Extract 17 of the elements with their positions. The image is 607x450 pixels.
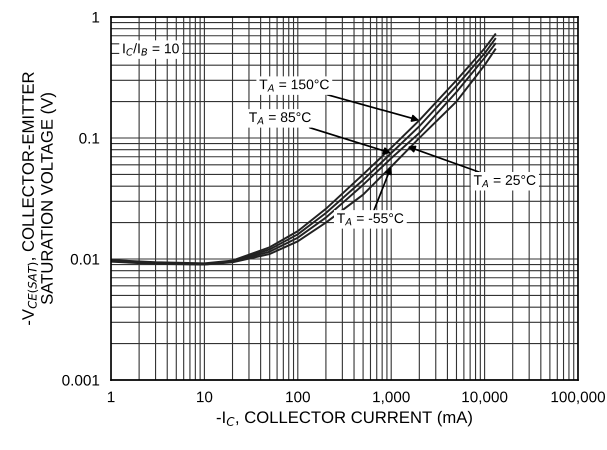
y-tick-label: 1 — [92, 12, 100, 23]
y-tick-label: 0.01 — [70, 254, 100, 265]
annotation: T$_{A}$ = 150°C — [259, 79, 329, 92]
x-tick-label: 1,000 — [373, 392, 410, 404]
x-tick-label: 10,000 — [462, 392, 508, 404]
y-tick-label: 0.1 — [79, 132, 100, 144]
x-axis-title: -I$_{C}$, COLLECTOR CURRENT (mA) — [216, 410, 472, 426]
annotation: T$_{A}$ = 85°C — [249, 112, 311, 124]
x-tick-label: 100 — [286, 392, 310, 402]
x-tick-label: 1 — [108, 392, 115, 402]
y-tick-label: 0.001 — [62, 374, 100, 386]
x-tick-label: 10 — [197, 392, 212, 402]
y-axis-title: -V$_{CE(SAT)}$, COLLECTOR-EMITTER SATURATION VOLTAGE (V) — [22, 72, 56, 325]
annotation: I$_{C}$/I$_{B}$ = 10 — [123, 43, 179, 56]
x-tick-label: 100,000 — [552, 392, 606, 404]
annotation: T$_{A}$ = -55°C — [337, 213, 404, 226]
annotation: T$_{A}$ = 25°C — [474, 175, 536, 188]
